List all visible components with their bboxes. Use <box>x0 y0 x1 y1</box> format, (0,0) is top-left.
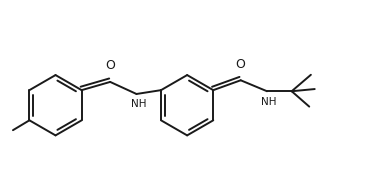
Text: O: O <box>105 60 115 73</box>
Text: NH: NH <box>262 97 277 107</box>
Text: NH: NH <box>131 100 146 109</box>
Text: O: O <box>236 58 246 71</box>
